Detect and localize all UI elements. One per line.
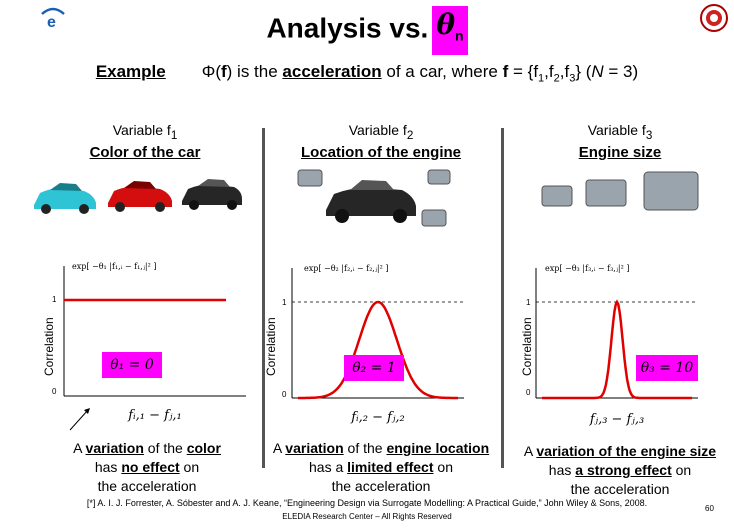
university-seal <box>700 4 728 32</box>
y-tick-1: 1 <box>282 298 287 307</box>
page-title: Analysis vs. θn <box>0 6 734 55</box>
engine-location-image <box>297 169 451 227</box>
y-axis-label: Correlation <box>42 317 56 376</box>
example-statement: Example Φ(f) is the acceleration of a car… <box>95 62 639 85</box>
theta-label: θ₂ = 1 <box>344 355 404 381</box>
column-caption: A variation of the engine size has a str… <box>523 443 717 497</box>
theta-label: θ₁ = 0 <box>102 352 162 378</box>
column-header-color: Variable f1 Color of the car <box>89 122 201 161</box>
y-tick-1: 1 <box>526 298 531 307</box>
correlation-chart-3 <box>535 268 698 400</box>
column-caption: A variation of the engine location has a… <box>272 440 490 494</box>
column-divider <box>501 128 504 468</box>
x-axis-label: fᵢ,₂ − fⱼ,₂ <box>351 410 405 425</box>
correlation-formula: exp[ −θ₁ |f₁,ᵢ − f₁,ⱼ|² ] <box>72 262 157 271</box>
column-caption: A variation of the color has no effect o… <box>73 440 221 494</box>
svg-text:e: e <box>47 14 56 28</box>
engine-small <box>297 169 451 227</box>
column-header-location: Variable f2 Location of the engine <box>301 122 461 161</box>
column-divider <box>262 128 265 468</box>
theta-label: θ₃ = 10 <box>636 355 698 381</box>
theta-badge: θn <box>432 6 468 55</box>
correlation-chart-2 <box>291 268 464 400</box>
correlation-formula: exp[ −θ₂ |f₂,ᵢ − f₂,ⱼ|² ] <box>304 264 389 273</box>
correlation-curve <box>298 300 458 400</box>
x-axis-label: fⱼ,₃ − fⱼ,₃ <box>589 412 645 427</box>
page-number: 60 <box>705 504 714 513</box>
reference-footnote: [*] A. I. J. Forrester, A. Sóbester and … <box>86 498 648 508</box>
y-tick-0: 0 <box>282 390 287 399</box>
correlation-curve <box>542 299 692 400</box>
car-cyan <box>34 183 96 214</box>
y-tick-0: 0 <box>52 387 57 396</box>
car-black <box>182 179 242 210</box>
y-axis-label: Correlation <box>264 317 278 376</box>
engine-large <box>643 171 699 211</box>
engines-image <box>541 171 699 211</box>
car-red <box>108 181 172 212</box>
car-black-center <box>326 180 416 223</box>
x-axis-label: fᵢ,₁ − fⱼ,₁ <box>128 408 182 423</box>
column-header-engine-size: Variable f3 Engine size <box>578 122 662 161</box>
copyright-footer: ELEDIA Research Center – All Rights Rese… <box>282 512 452 521</box>
engine-small <box>541 185 573 207</box>
correlation-formula: exp[ −θ₃ |f₃,ᵢ − f₃,ⱼ|² ] <box>545 264 630 273</box>
y-tick-0: 0 <box>526 388 531 397</box>
cars-image <box>34 179 242 214</box>
pointer-arrow <box>69 408 90 431</box>
eledia-logo: e <box>41 7 65 28</box>
engine-medium <box>585 179 627 207</box>
y-tick-1: 1 <box>52 295 57 304</box>
correlation-chart-1 <box>63 266 246 397</box>
